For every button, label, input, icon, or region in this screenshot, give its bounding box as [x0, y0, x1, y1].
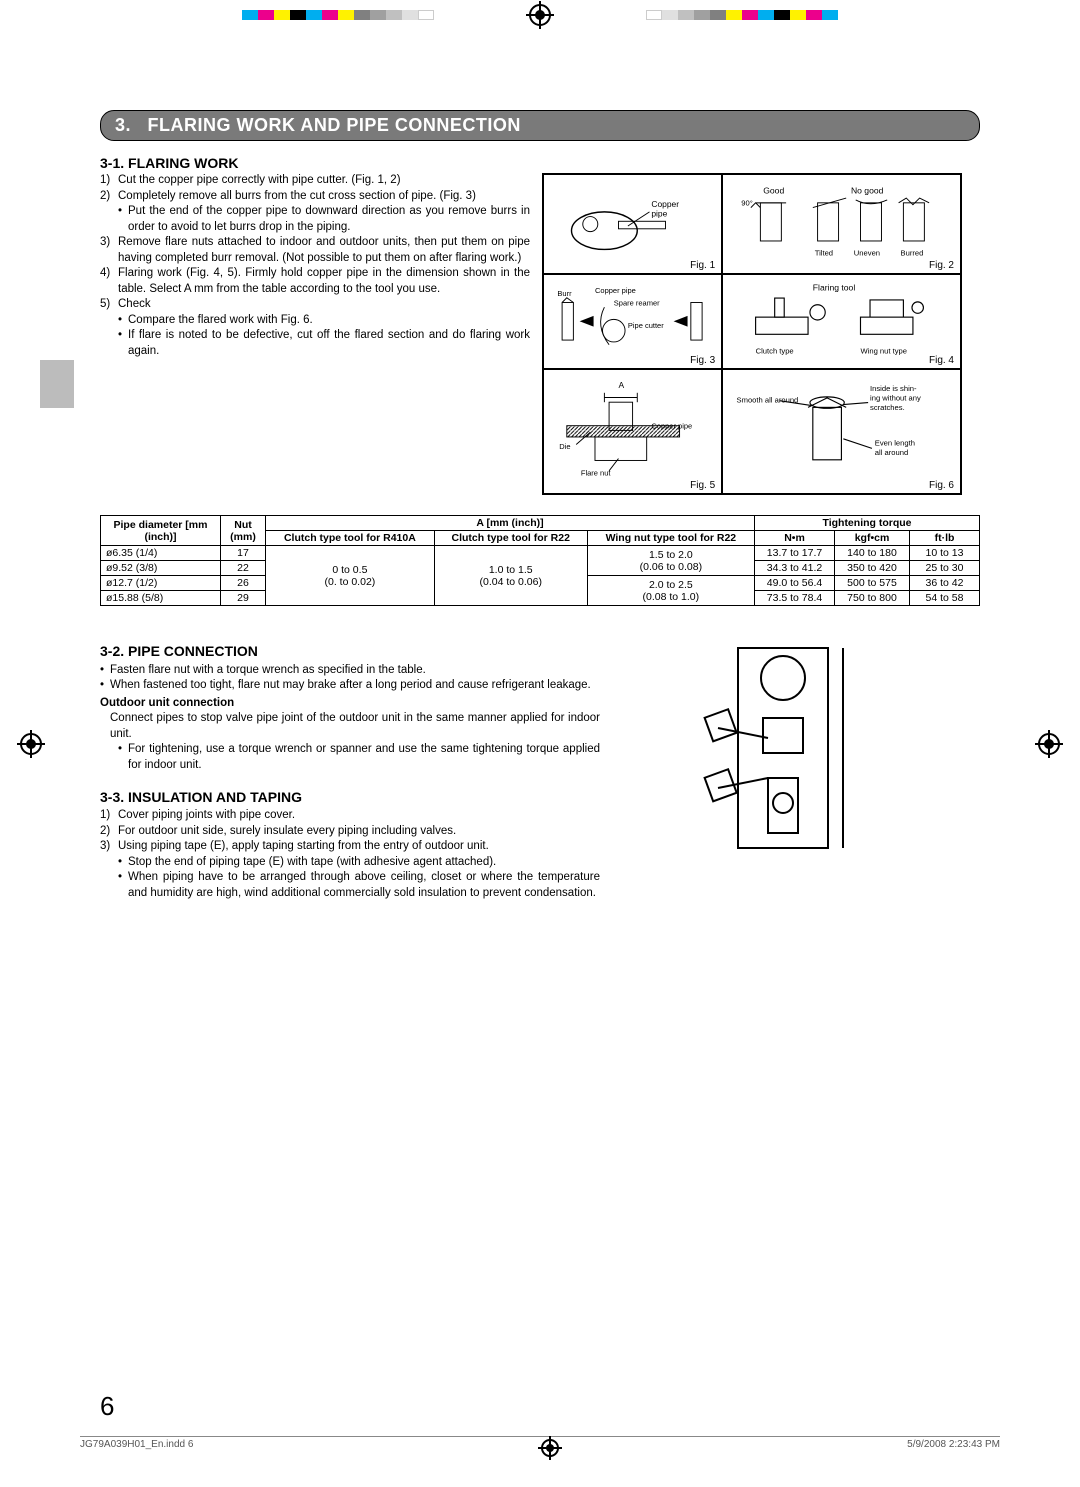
th-nut: Nut (mm) [221, 516, 266, 546]
insulation-item: 1)Cover piping joints with pipe cover. [100, 808, 600, 824]
insulation-item: 2)For outdoor unit side, surely insulate… [100, 824, 600, 840]
sub-33: 3-3. INSULATION AND TAPING [100, 788, 600, 807]
svg-text:Wing nut type: Wing nut type [861, 346, 908, 355]
outdoor-text-1: Connect pipes to stop valve pipe joint o… [100, 711, 600, 742]
fig-6: Smooth all around Inside is shin- ing wi… [722, 369, 961, 494]
fig-1: Copper pipe Fig. 1 [543, 174, 722, 274]
svg-text:A: A [618, 380, 624, 390]
step-bullet: •If flare is noted to be defective, cut … [100, 328, 530, 359]
svg-text:Even length: Even length [875, 439, 915, 448]
sub-31: 3-1. FLARING WORK [100, 155, 980, 171]
svg-text:Clutch type: Clutch type [756, 346, 794, 355]
steps-31: 1)Cut the copper pipe correctly with pip… [100, 173, 530, 495]
step-item: 4)Flaring work (Fig. 4, 5). Firmly hold … [100, 266, 530, 297]
figures: Copper pipe Fig. 1 [542, 173, 980, 495]
svg-text:Die: Die [559, 442, 570, 451]
registration-mark-bottom [541, 1439, 559, 1457]
section-number: 3. [115, 115, 131, 135]
svg-text:Copper pipe: Copper pipe [651, 422, 692, 431]
table-row: ø6.35 (1/4)170 to 0.5 (0. to 0.02)1.0 to… [101, 546, 980, 561]
svg-text:Uneven: Uneven [854, 248, 880, 257]
section-header: 3. FLARING WORK AND PIPE CONNECTION [100, 110, 980, 141]
outdoor-diagram [616, 628, 980, 901]
gray-tab [40, 360, 74, 408]
svg-text:Pipe cutter: Pipe cutter [628, 321, 664, 330]
page-content: 3. FLARING WORK AND PIPE CONNECTION 3-1.… [100, 110, 980, 901]
svg-text:Tilted: Tilted [815, 248, 833, 257]
step-item: 1)Cut the copper pipe correctly with pip… [100, 173, 530, 189]
svg-text:Flaring tool: Flaring tool [813, 282, 856, 292]
flaring-table: Pipe diameter [mm (inch)] Nut (mm) A [mm… [100, 515, 980, 606]
pipe-bullet: •When fastened too tight, flare nut may … [100, 678, 600, 694]
svg-text:Inside is shin-: Inside is shin- [870, 384, 917, 393]
svg-text:all around: all around [875, 448, 908, 457]
outdoor-text-2: For tightening, use a torque wrench or s… [128, 742, 600, 773]
section-title: FLARING WORK AND PIPE CONNECTION [148, 115, 521, 135]
page-number: 6 [100, 1391, 114, 1422]
svg-text:Good: Good [763, 185, 784, 195]
print-marks-top [0, 0, 1080, 30]
svg-text:90°: 90° [741, 199, 753, 208]
footer-file: JG79A039H01_En.indd 6 [80, 1439, 193, 1457]
fig-3: Burr Copper pipe Spare reamer Pipe cutte… [543, 274, 722, 369]
fig-4: Flaring tool Clutch type [722, 274, 961, 369]
step-bullet: •Compare the flared work with Fig. 6. [100, 313, 530, 329]
th-a: A [mm (inch)] [266, 516, 755, 531]
step-item: 2)Completely remove all burrs from the c… [100, 189, 530, 205]
registration-mark-left [20, 733, 42, 755]
registration-mark-right [1038, 733, 1060, 755]
svg-text:Spare reamer: Spare reamer [614, 298, 660, 307]
registration-mark [529, 4, 551, 26]
colorbar-left [242, 10, 434, 20]
sub-32: 3-2. PIPE CONNECTION [100, 642, 600, 661]
svg-text:Burred: Burred [901, 248, 924, 257]
svg-text:Smooth all around: Smooth all around [737, 396, 799, 405]
svg-text:pipe: pipe [651, 209, 667, 219]
footer-date: 5/9/2008 2:23:43 PM [907, 1439, 1000, 1457]
th-torque: Tightening torque [755, 516, 980, 531]
insulation-bullet: •When piping have to be arranged through… [100, 870, 600, 901]
svg-text:ing without any: ing without any [870, 394, 921, 403]
colorbar-right [646, 10, 838, 20]
outdoor-head: Outdoor unit connection [100, 696, 600, 712]
th-pipe: Pipe diameter [mm (inch)] [101, 516, 221, 546]
svg-text:Copper pipe: Copper pipe [595, 286, 636, 295]
fig-5: A Copper pipe [543, 369, 722, 494]
pipe-bullet: •Fasten flare nut with a torque wrench a… [100, 663, 600, 679]
svg-text:Burr: Burr [557, 289, 572, 298]
svg-text:scratches.: scratches. [870, 403, 905, 412]
step-item: 5)Check [100, 297, 530, 313]
step-item: 3)Remove flare nuts attached to indoor a… [100, 235, 530, 266]
insulation-bullet: •Stop the end of piping tape (E) with ta… [100, 855, 600, 871]
svg-text:Flare nut: Flare nut [581, 468, 612, 477]
insulation-item: 3)Using piping tape (E), apply taping st… [100, 839, 600, 855]
svg-text:No good: No good [851, 185, 884, 195]
fig-2: Good No good 90° [722, 174, 961, 274]
footer: JG79A039H01_En.indd 6 5/9/2008 2:23:43 P… [80, 1436, 1000, 1457]
step-bullet: •Put the end of the copper pipe to downw… [100, 204, 530, 235]
